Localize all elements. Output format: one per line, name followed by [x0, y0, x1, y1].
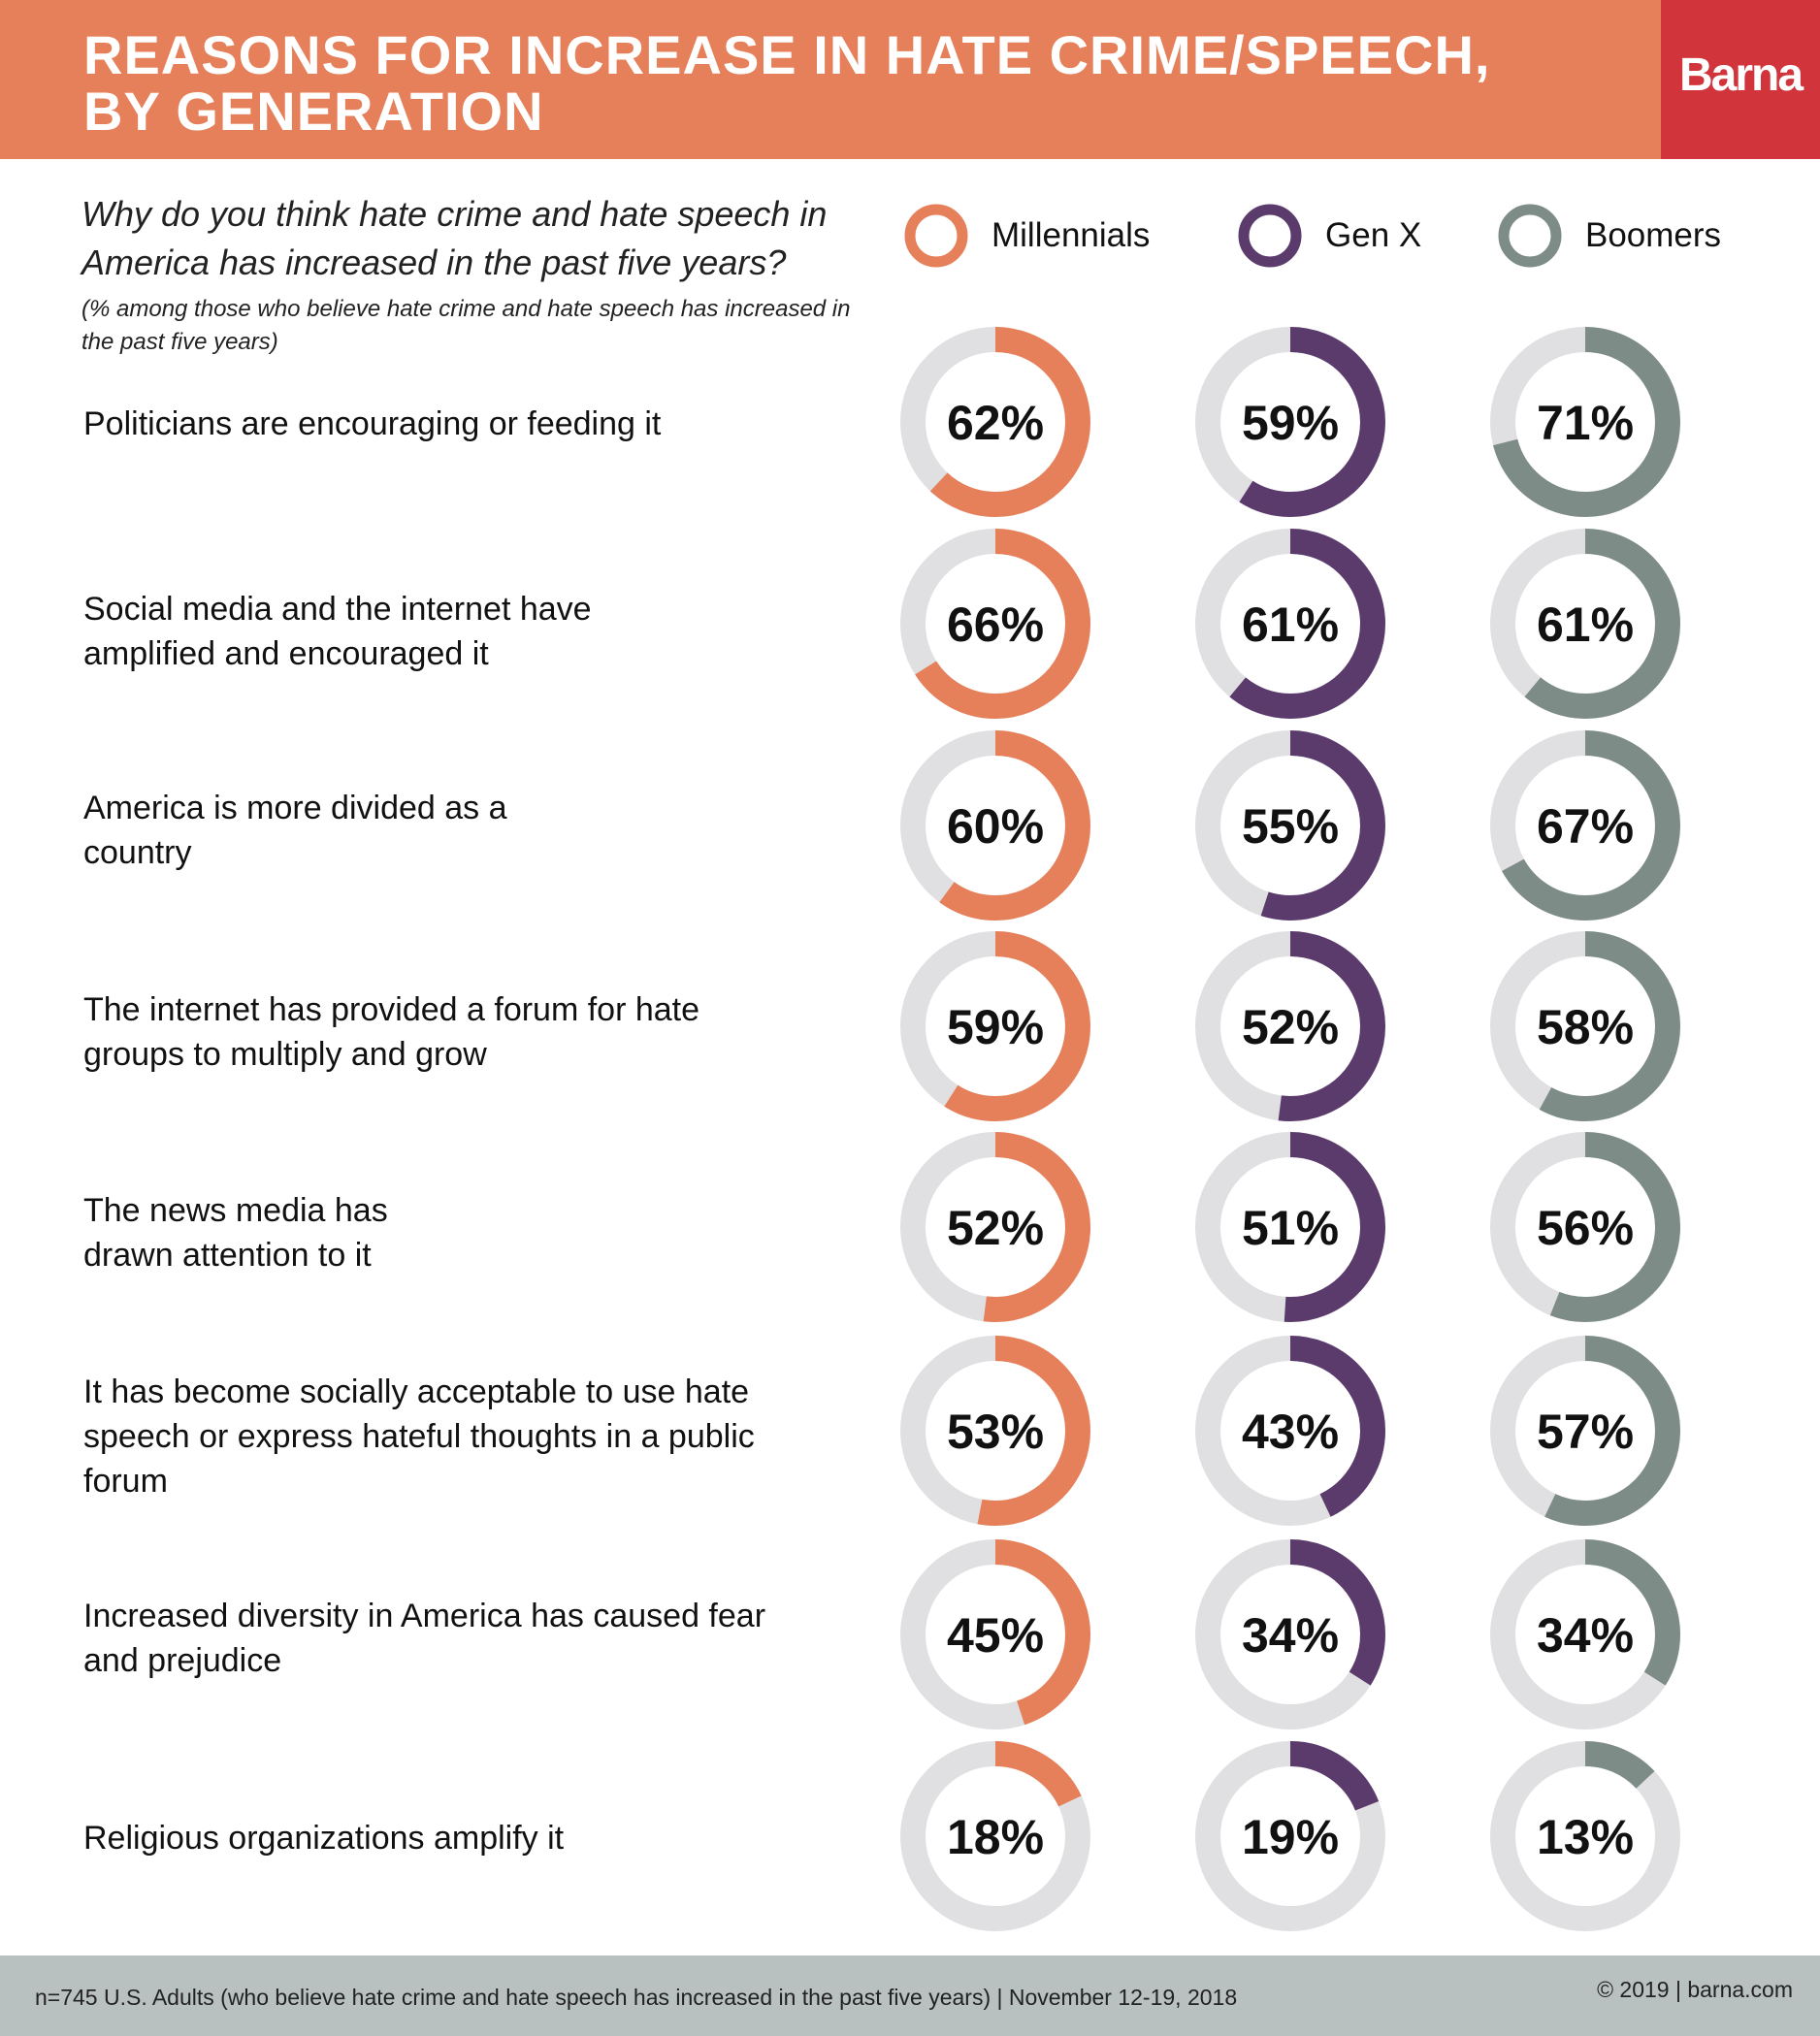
donut-value-label: 71%: [1537, 396, 1634, 450]
row-label-social-media: Social media and the internet have ampli…: [83, 591, 592, 672]
donut-arc: [1490, 1741, 1680, 1931]
row-label-news-media: The news media has drawn attention to it: [83, 1192, 388, 1274]
donut-value-label: 13%: [1537, 1810, 1634, 1864]
donut-value-label: 58%: [1537, 1000, 1634, 1054]
donut-value-label: 43%: [1242, 1405, 1339, 1459]
donut-arc: [1195, 327, 1385, 517]
donut-value-label: 19%: [1242, 1810, 1339, 1864]
donut-value-label: 34%: [1537, 1608, 1634, 1663]
donut-millennials-row-5: 52%: [900, 1132, 1090, 1322]
donut-value-label: 60%: [947, 799, 1044, 854]
legend-label-millennials: Millennials: [991, 216, 1151, 254]
donut-value-label: 66%: [947, 598, 1044, 652]
donut-boomers-row-7: 34%: [1490, 1539, 1680, 1729]
donut-boomers-row-5: 56%: [1490, 1132, 1680, 1322]
donut-arc: [900, 327, 1090, 517]
brand-logo: Barna: [1661, 0, 1820, 159]
donut-arc: [900, 931, 1090, 1121]
donut-arc: [1490, 1539, 1680, 1729]
donut-arc: [900, 1336, 1090, 1526]
row-label-diversity: Increased diversity in America has cause…: [83, 1598, 766, 1679]
donut-arc: [1195, 529, 1385, 719]
donut-arc: [1195, 1132, 1385, 1322]
legend-ring-genx-icon: [1238, 204, 1302, 268]
row-label-divided: America is more divided as a country: [83, 790, 507, 871]
donut-arc: [1195, 1336, 1385, 1526]
legend-ring-boomers-icon: [1498, 204, 1562, 268]
brand-logo-text: Barna: [1678, 49, 1804, 101]
donut-boomers-row-2: 61%: [1490, 529, 1680, 719]
donut-arc: [900, 1741, 1090, 1931]
survey-question: Why do you think hate crime and hate spe…: [81, 194, 828, 282]
donut-arc: [1490, 529, 1680, 719]
footer-bar: n=745 U.S. Adults (who believe hate crim…: [0, 1955, 1820, 2036]
page-title: REASONS FOR INCREASE IN HATE CRIME/SPEEC…: [83, 24, 1491, 142]
donut-genx-row-6: 43%: [1195, 1336, 1385, 1526]
donut-value-label: 57%: [1537, 1405, 1634, 1459]
donut-value-label: 67%: [1537, 799, 1634, 854]
donut-arc: [1195, 931, 1385, 1121]
donut-millennials-row-2: 66%: [900, 529, 1090, 719]
footer-note: n=745 U.S. Adults (who believe hate crim…: [35, 1985, 1238, 2010]
donut-genx-row-8: 19%: [1195, 1741, 1385, 1931]
row-label-forum: The internet has provided a forum for ha…: [83, 991, 700, 1073]
donut-boomers-row-4: 58%: [1490, 931, 1680, 1121]
donut-value-label: 34%: [1242, 1608, 1339, 1663]
legend-label-boomers: Boomers: [1585, 216, 1722, 254]
legend-ring-millennials-icon: [904, 204, 968, 268]
donut-arc: [1490, 931, 1680, 1121]
row-label-religious: Religious organizations amplify it: [83, 1820, 565, 1857]
donut-value-label: 53%: [947, 1405, 1044, 1459]
donut-arc: [1490, 1336, 1680, 1526]
donut-arc: [1195, 1539, 1385, 1729]
donut-value-label: 56%: [1537, 1201, 1634, 1255]
row-label-socially-acceptable: It has become socially acceptable to use…: [83, 1373, 755, 1500]
donut-arc: [1195, 730, 1385, 921]
donut-value-label: 59%: [947, 1000, 1044, 1054]
donut-millennials-row-7: 45%: [900, 1539, 1090, 1729]
donut-boomers-row-6: 57%: [1490, 1336, 1680, 1526]
donut-millennials-row-6: 53%: [900, 1336, 1090, 1526]
header-bar: REASONS FOR INCREASE IN HATE CRIME/SPEEC…: [0, 0, 1661, 159]
donut-value-label: 18%: [947, 1810, 1044, 1864]
donut-value-label: 55%: [1242, 799, 1339, 854]
donut-arc: [900, 1539, 1090, 1729]
donut-millennials-row-4: 59%: [900, 931, 1090, 1121]
donut-arc: [1195, 1741, 1385, 1931]
donut-genx-row-5: 51%: [1195, 1132, 1385, 1322]
donut-arc: [900, 529, 1090, 719]
donut-arc: [900, 730, 1090, 921]
row-label-politicians: Politicians are encouraging or feeding i…: [83, 405, 662, 442]
donut-arc: [900, 1132, 1090, 1322]
donut-value-label: 59%: [1242, 396, 1339, 450]
footer-copyright: © 2019 | barna.com: [1597, 1977, 1793, 2002]
donut-genx-row-4: 52%: [1195, 931, 1385, 1121]
donut-arc: [1490, 730, 1680, 921]
donut-millennials-row-3: 60%: [900, 730, 1090, 921]
donut-value-label: 51%: [1242, 1201, 1339, 1255]
donut-boomers-row-3: 67%: [1490, 730, 1680, 921]
survey-note: (% among those who believe hate crime an…: [81, 296, 851, 355]
donut-value-label: 61%: [1242, 598, 1339, 652]
donut-millennials-row-1: 62%: [900, 327, 1090, 517]
donut-arc: [1490, 327, 1680, 517]
donut-genx-row-7: 34%: [1195, 1539, 1385, 1729]
donut-genx-row-3: 55%: [1195, 730, 1385, 921]
donut-arc: [1490, 1132, 1680, 1322]
donut-value-label: 62%: [947, 396, 1044, 450]
donut-value-label: 45%: [947, 1608, 1044, 1663]
legend-label-genx: Gen X: [1325, 216, 1422, 254]
donut-boomers-row-8: 13%: [1490, 1741, 1680, 1931]
donut-millennials-row-8: 18%: [900, 1741, 1090, 1931]
donut-boomers-row-1: 71%: [1490, 327, 1680, 517]
donut-value-label: 52%: [947, 1201, 1044, 1255]
donut-genx-row-1: 59%: [1195, 327, 1385, 517]
donut-value-label: 52%: [1242, 1000, 1339, 1054]
donut-genx-row-2: 61%: [1195, 529, 1385, 719]
donut-value-label: 61%: [1537, 598, 1634, 652]
